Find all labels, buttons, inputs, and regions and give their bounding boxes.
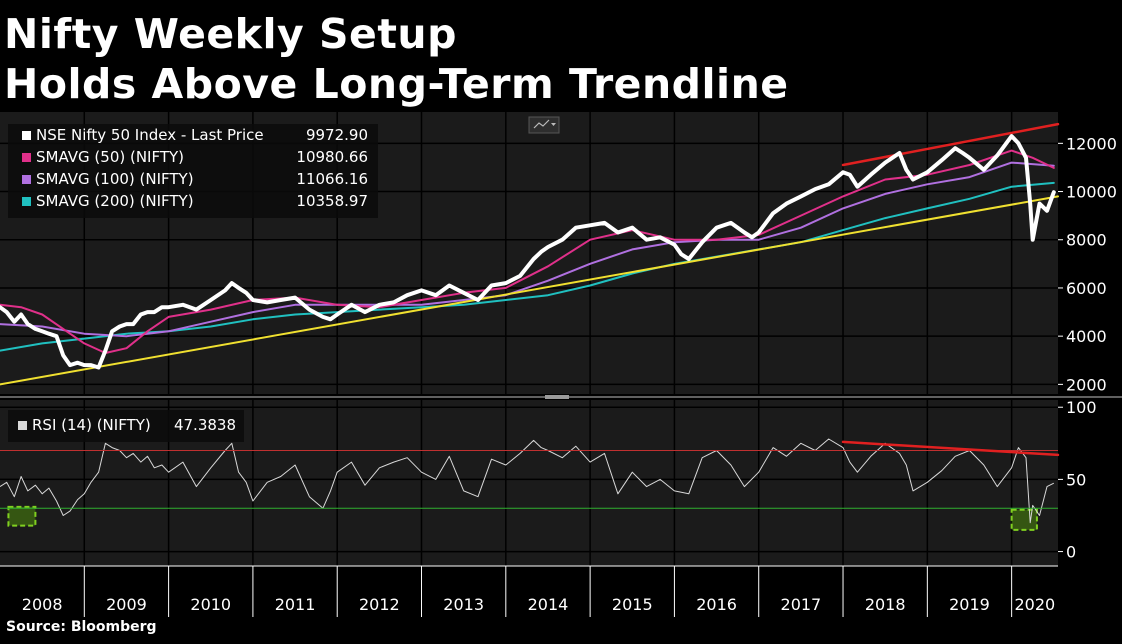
x-tick-label: 2008 — [22, 595, 63, 614]
chevron-down-icon — [551, 123, 556, 126]
price-series-line — [0, 134, 1056, 370]
rsi-series-line — [0, 438, 1055, 524]
rsi-legend-box — [8, 410, 244, 442]
rsi-legend: RSI (14) (NIFTY) 47.3838 — [8, 410, 244, 442]
price-y-tick-label: 4000 — [1066, 327, 1107, 346]
x-tick-label: 2013 — [443, 595, 484, 614]
x-tick-label: 2015 — [612, 595, 653, 614]
x-tick-label: 2012 — [359, 595, 400, 614]
legend-value: 47.3838 — [174, 416, 236, 434]
price-y-tick-label: 2000 — [1066, 375, 1107, 394]
price-y-tick-label: 10000 — [1066, 183, 1117, 202]
legend-label: SMAVG (200) (NIFTY) — [36, 192, 194, 210]
rsi-y-tick-label: 50 — [1066, 470, 1086, 489]
price-y-tick-label: 6000 — [1066, 279, 1107, 298]
legend-swatch — [18, 421, 27, 430]
legend-swatch — [22, 131, 31, 140]
legend-label: SMAVG (50) (NIFTY) — [36, 148, 184, 166]
price-y-tick-label: 12000 — [1066, 134, 1117, 153]
legend-value: 11066.16 — [296, 170, 368, 188]
oversold-highlight-box — [1010, 508, 1038, 531]
x-tick-label: 2010 — [190, 595, 231, 614]
line-chart-icon — [533, 119, 550, 129]
rsi-resistance-line — [841, 440, 1060, 457]
rsi-y-tick-label: 100 — [1066, 398, 1097, 417]
legend-label: RSI (14) (NIFTY) — [32, 416, 151, 434]
legend-label: SMAVG (100) (NIFTY) — [36, 170, 194, 188]
legend-swatch — [22, 175, 31, 184]
price-y-tick-label: 8000 — [1066, 231, 1107, 250]
sma100-series-line — [0, 161, 1055, 338]
legend-swatch — [22, 197, 31, 206]
rsi-y-tick-label: 0 — [1066, 543, 1076, 562]
price-y-axis: 2000 4000 6000 8000 10000 12000 — [1058, 134, 1117, 394]
x-tick-label: 2017 — [781, 595, 822, 614]
oversold-highlight-box — [7, 505, 37, 527]
chart-title-line-1: Nifty Weekly Setup — [4, 10, 457, 58]
x-tick-label: 2014 — [528, 595, 569, 614]
chart-type-selector[interactable] — [528, 116, 560, 134]
x-tick-label: 2018 — [865, 595, 906, 614]
legend-value: 10980.66 — [296, 148, 368, 166]
x-tick-label: 2020 — [1014, 595, 1055, 614]
rsi-y-axis: 0 50 100 — [1058, 398, 1097, 562]
legend-value: 9972.90 — [306, 126, 368, 144]
price-legend: NSE Nifty 50 Index - Last Price 9972.90 SM… — [8, 124, 378, 218]
price-series-group — [0, 122, 1060, 386]
x-axis: 2008 2009 2010 2011 2012 2013 2014 2015 2016 2017… — [0, 565, 1058, 617]
chart-title-line-2: Holds Above Long-Term Trendline — [4, 60, 789, 108]
x-tick-label: 2016 — [696, 595, 737, 614]
legend-swatch — [22, 153, 31, 162]
x-tick-label: 2009 — [106, 595, 147, 614]
legend-value: 10358.97 — [296, 192, 368, 210]
x-tick-label: 2011 — [275, 595, 316, 614]
price-legend-box — [8, 124, 378, 218]
trendline — [0, 195, 1059, 386]
panel-divider-handle[interactable] — [545, 395, 569, 399]
resistance-line — [841, 122, 1060, 167]
legend-label: NSE Nifty 50 Index - Last Price — [36, 126, 264, 144]
x-tick-label: 2019 — [949, 595, 990, 614]
rsi-series-group — [0, 438, 1060, 531]
rsi-gridlines — [0, 400, 1058, 566]
source-note: Source: Bloomberg — [6, 619, 157, 635]
